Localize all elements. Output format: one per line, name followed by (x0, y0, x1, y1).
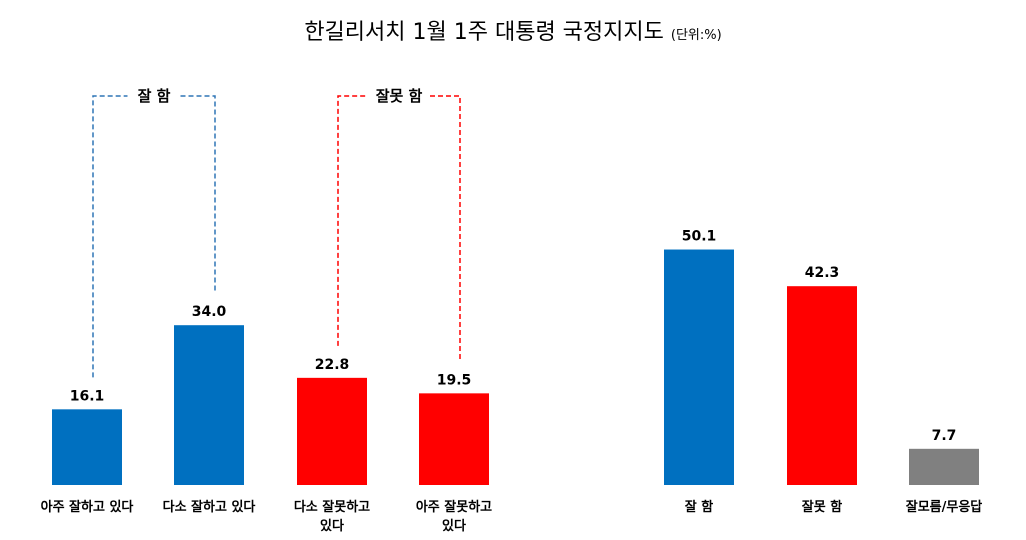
category-label: 다소 잘못하고 (294, 499, 370, 515)
data-label: 50.1 (682, 229, 717, 245)
bar (664, 249, 734, 485)
data-label: 34.0 (192, 304, 227, 320)
group-bracket (180, 95, 216, 294)
group-label: 잘못 함 (376, 87, 423, 105)
chart-unit: (단위:%) (670, 28, 722, 43)
group-bracket (337, 95, 368, 346)
bar (909, 448, 979, 485)
category-label: 아주 잘하고 있다 (41, 499, 134, 515)
data-label: 42.3 (805, 265, 840, 281)
chart-title: 한길리서치 1월 1주 대통령 국정지지도 (단위:%) (0, 14, 1026, 46)
chart-title-text: 한길리서치 1월 1주 대통령 국정지지도 (304, 20, 664, 45)
data-label: 7.7 (932, 428, 957, 444)
bar (52, 409, 122, 485)
bar (297, 377, 367, 485)
category-label: 잘모름/무응답 (906, 500, 983, 515)
data-label: 16.1 (70, 388, 105, 404)
category-label: 있다 (442, 518, 466, 534)
category-label: 잘못 함 (802, 499, 842, 515)
bar (419, 393, 489, 485)
group-bracket (92, 95, 128, 378)
data-label: 19.5 (437, 372, 472, 388)
group-bracket (430, 95, 461, 362)
category-label: 아주 잘못하고 (416, 499, 492, 515)
category-label: 잘 함 (685, 499, 713, 515)
category-label: 있다 (320, 518, 344, 534)
bar (174, 325, 244, 485)
category-label: 다소 잘하고 있다 (163, 499, 256, 515)
bar (787, 286, 857, 485)
group-label: 잘 함 (138, 87, 171, 105)
data-label: 22.8 (315, 357, 350, 373)
